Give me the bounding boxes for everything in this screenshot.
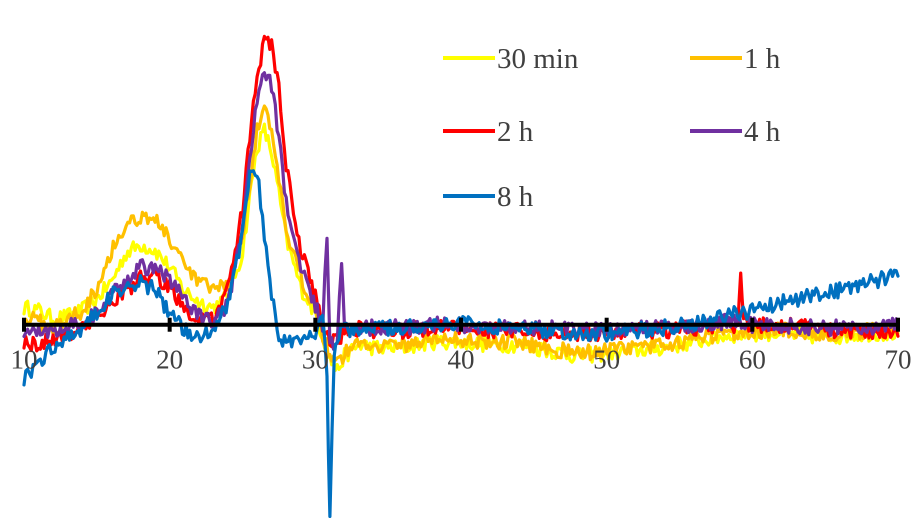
x-tick-label: 10 [11,345,38,375]
series-line-1 [22,104,900,365]
legend-label: 8 h [497,181,534,213]
x-tick-label: 60 [739,345,766,375]
series-layer [22,34,900,518]
x-tick-label: 20 [156,345,183,375]
x-axis: 10 20 30 40 50 60 70 [11,317,912,375]
legend: 30 min 1 h 2 h 4 h 8 h [443,43,781,213]
x-tick-label: 70 [885,345,912,375]
series-line-2 [22,34,900,353]
x-tick-label: 50 [593,345,620,375]
legend-label: 30 min [497,43,579,75]
x-tick-label: 30 [302,345,329,375]
legend-label: 2 h [497,116,534,148]
legend-label: 4 h [744,116,781,148]
legend-label: 1 h [744,43,781,75]
x-tick-label: 40 [448,345,475,375]
